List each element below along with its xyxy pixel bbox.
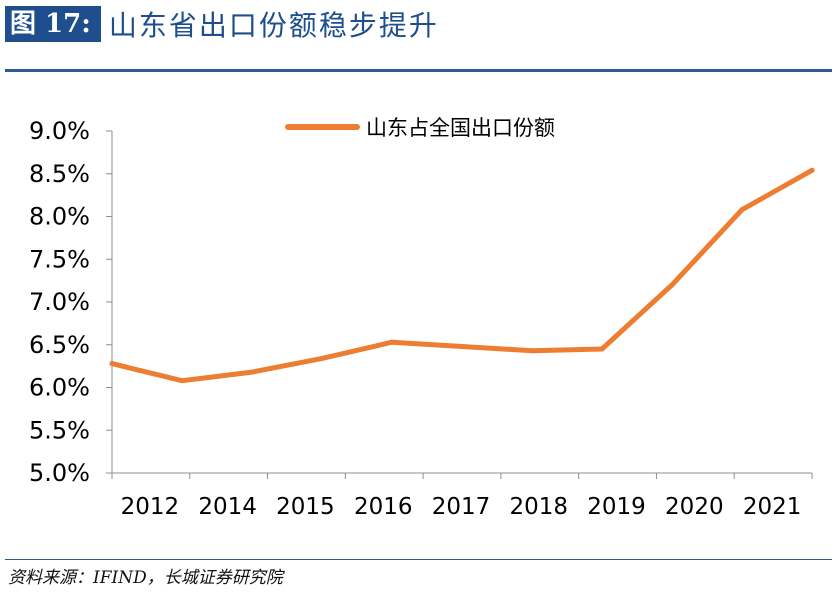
series-point — [319, 355, 325, 361]
y-axis: 5.0% 5.5% 6.0% 6.5% 7.0% 7.5% 8.0% 8.5% 9.0% — [29, 117, 113, 487]
y-tick-label: 7.5% — [29, 245, 90, 273]
x-tick-label: 2017 — [432, 494, 491, 520]
x-tick-label: 2016 — [354, 494, 413, 520]
x-tick-label: 2012 — [121, 494, 180, 520]
x-tick-label: 2014 — [198, 494, 257, 520]
y-tick-label: 6.0% — [29, 374, 90, 402]
x-tick-label: 2015 — [276, 494, 335, 520]
y-tick-label: 7.0% — [29, 288, 90, 316]
series-point — [529, 348, 535, 354]
source-note: 资料来源：IFIND，长城证券研究院 — [8, 568, 283, 588]
series-point — [809, 167, 815, 173]
series-point — [179, 378, 185, 384]
series-point — [459, 343, 465, 349]
series-point — [249, 369, 255, 375]
figure-label: 图 17: — [5, 6, 101, 42]
figure-title: 山东省出口份额稳步提升 — [108, 9, 439, 42]
series-point — [599, 346, 605, 352]
legend-label: 山东占全国出口份额 — [366, 116, 555, 140]
figure-header: 图 17: 山东省出口份额稳步提升 — [5, 6, 439, 42]
x-tick-label: 2018 — [510, 494, 569, 520]
legend: 山东占全国出口份额 — [285, 116, 555, 140]
series-line — [109, 167, 815, 384]
y-tick-label: 8.5% — [29, 160, 90, 188]
footer-divider — [5, 559, 832, 560]
series-point — [389, 339, 395, 345]
x-tick-label: 2020 — [665, 494, 724, 520]
x-tick-label: 2021 — [743, 494, 802, 520]
x-axis: 2012 2014 2015 2016 2017 2018 2019 2020 2021 — [111, 472, 813, 520]
y-tick-label: 8.0% — [29, 203, 90, 231]
y-tick-label: 9.0% — [29, 117, 90, 145]
y-tick-label: 5.5% — [29, 416, 90, 444]
x-tick-label: 2019 — [587, 494, 646, 520]
y-tick-label: 6.5% — [29, 331, 90, 359]
y-tick-label: 5.0% — [29, 459, 90, 487]
series-point — [739, 207, 745, 213]
header-divider — [5, 69, 832, 72]
series-point — [669, 282, 675, 288]
series-layer — [109, 167, 815, 384]
series-point — [109, 361, 115, 367]
